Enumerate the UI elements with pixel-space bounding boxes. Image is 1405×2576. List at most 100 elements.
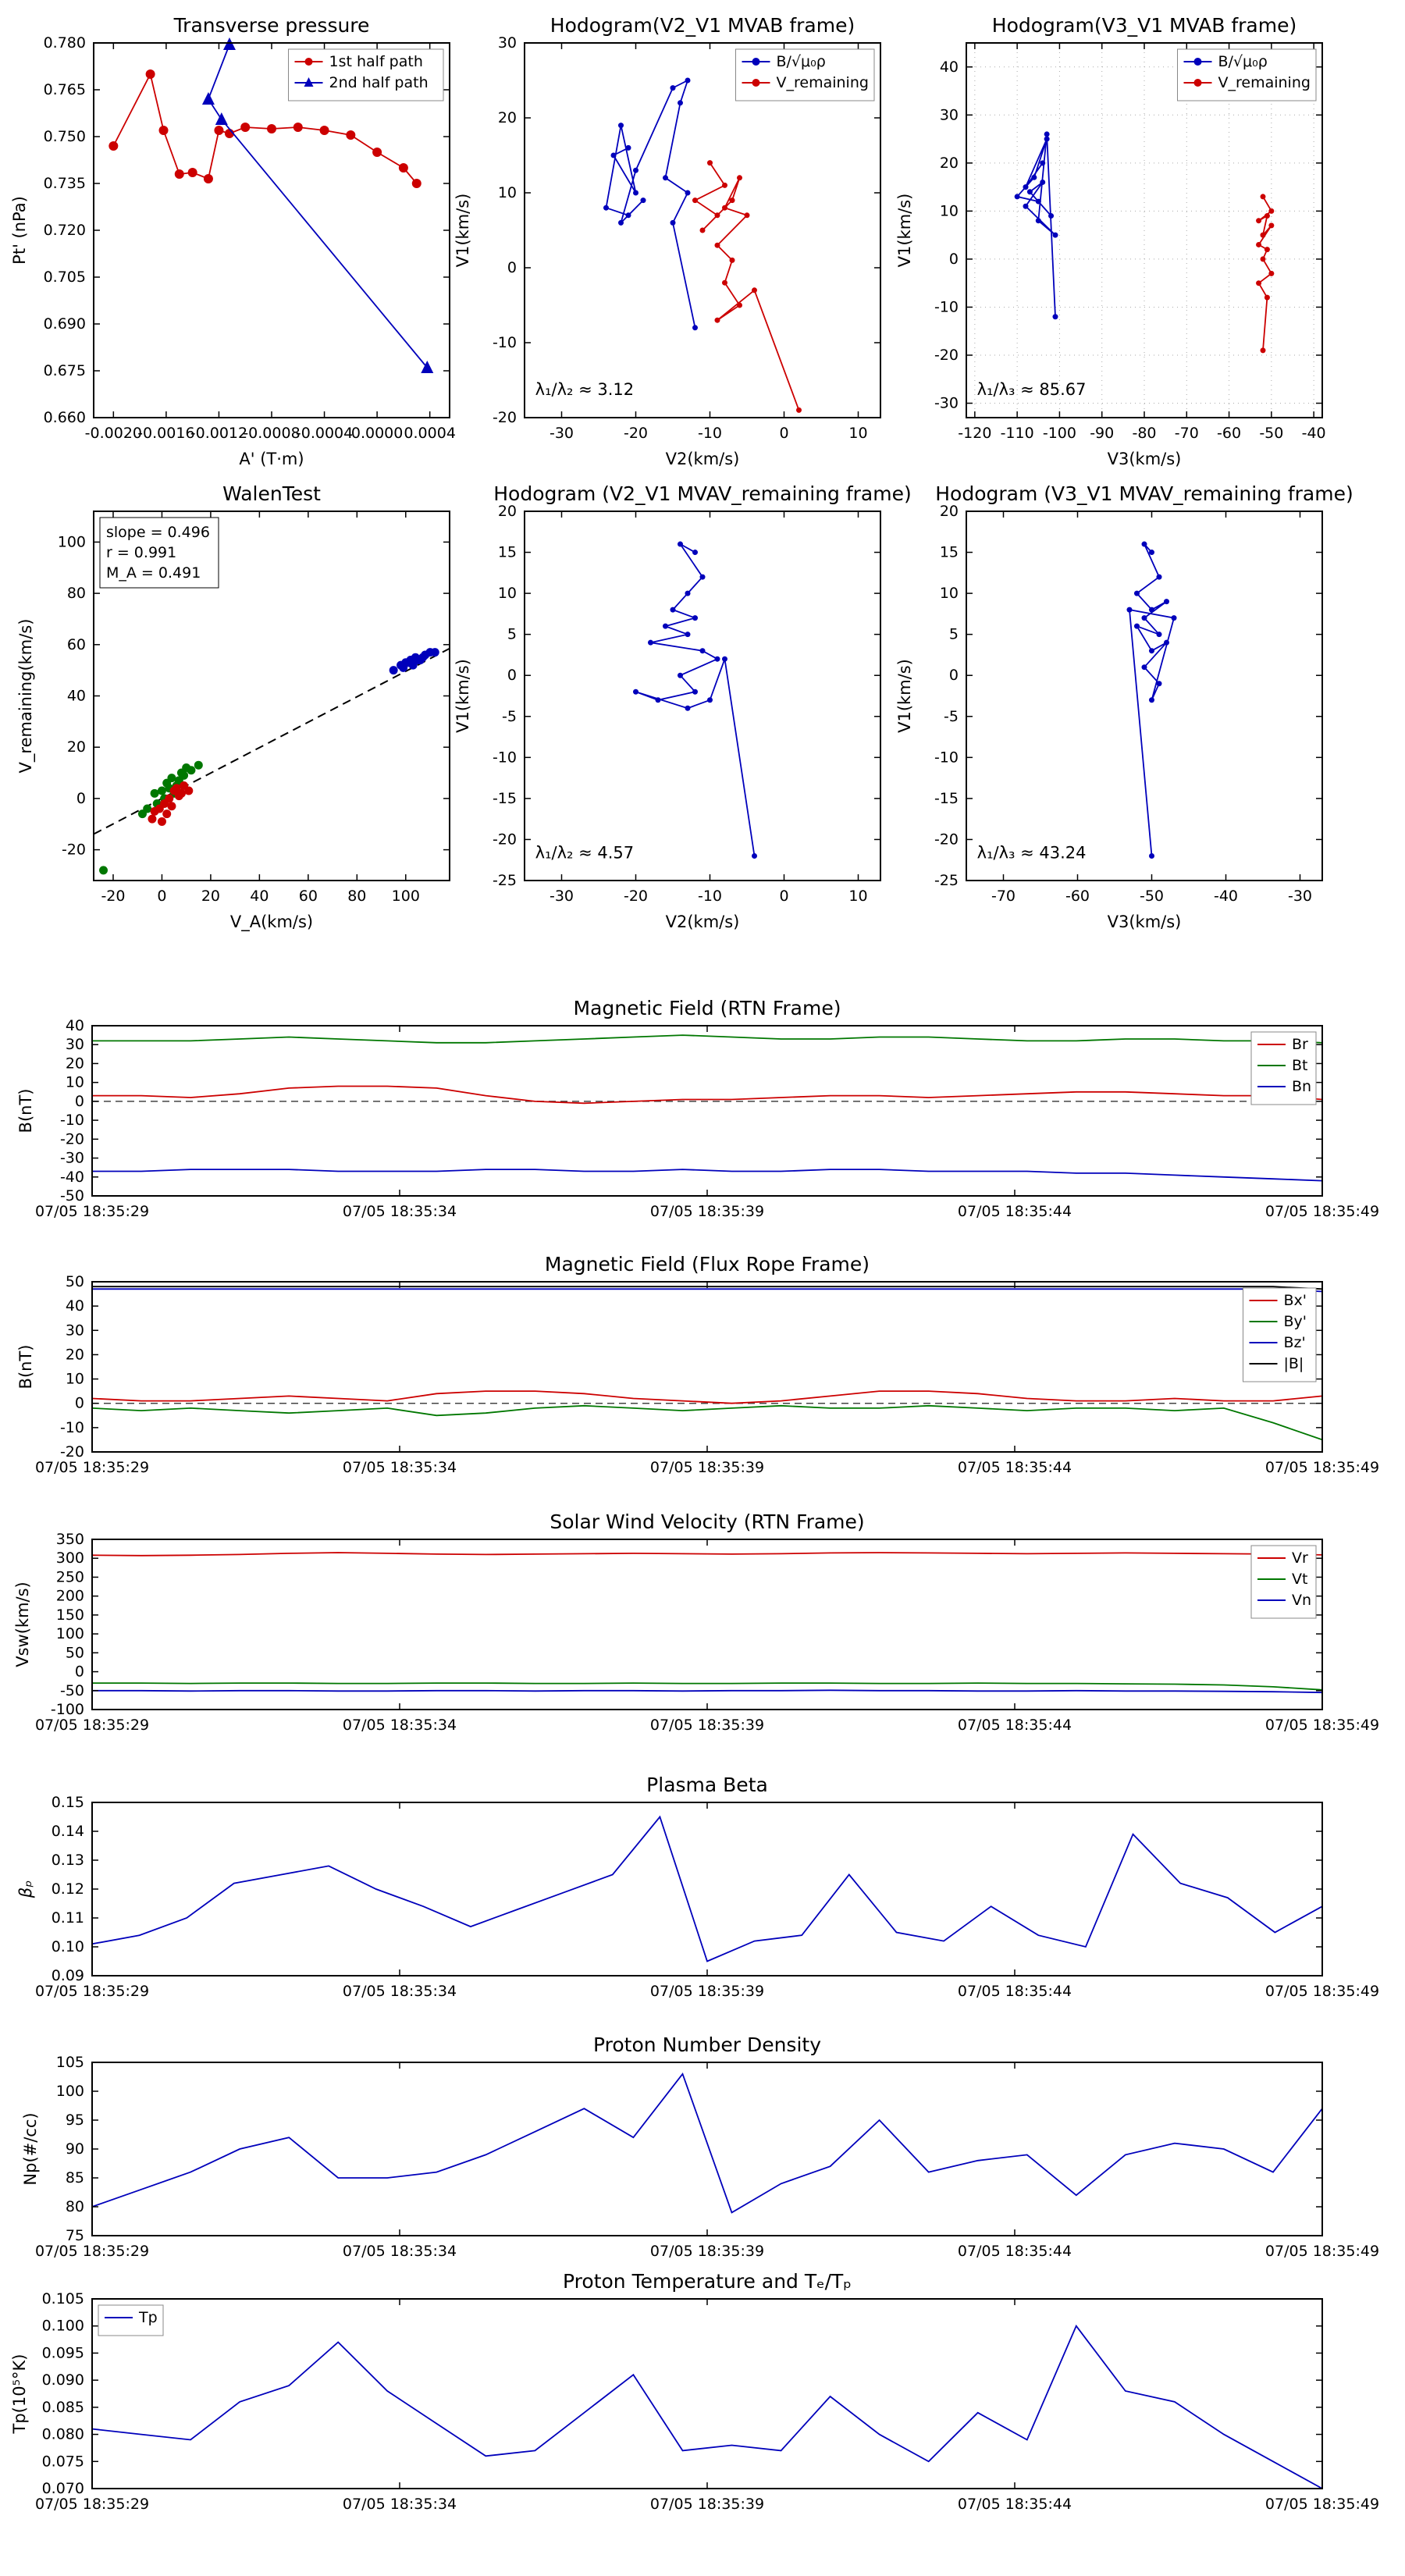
svg-text:-50: -50 (60, 1187, 84, 1204)
svg-text:-10: -10 (493, 334, 517, 351)
svg-text:20: 20 (67, 738, 86, 756)
svg-text:A' (T·m): A' (T·m) (239, 450, 304, 468)
svg-text:07/05 18:35:44: 07/05 18:35:44 (958, 1717, 1072, 1734)
svg-text:V3(km/s): V3(km/s) (1108, 913, 1182, 931)
svg-text:By': By' (1284, 1313, 1307, 1330)
svg-text:60: 60 (299, 888, 318, 905)
svg-text:-40: -40 (1302, 425, 1326, 442)
svg-text:-15: -15 (493, 790, 517, 807)
svg-text:V1(km/s): V1(km/s) (895, 194, 914, 268)
svg-text:Transverse pressure: Transverse pressure (173, 14, 370, 37)
svg-text:07/05 18:35:44: 07/05 18:35:44 (958, 1983, 1072, 2000)
svg-text:-0.0012: -0.0012 (190, 425, 247, 442)
svg-text:λ₁/λ₃ ≈ 43.24: λ₁/λ₃ ≈ 43.24 (977, 844, 1087, 863)
svg-text:Bn: Bn (1292, 1078, 1311, 1095)
svg-text:0.15: 0.15 (52, 1794, 84, 1811)
svg-text:-0.0008: -0.0008 (243, 425, 300, 442)
svg-text:-0.0020: -0.0020 (85, 425, 142, 442)
svg-text:20: 20 (940, 155, 959, 172)
svg-text:07/05 18:35:39: 07/05 18:35:39 (650, 1459, 764, 1476)
svg-text:10: 10 (498, 585, 517, 602)
hodogram-v3v1-mvab-plot: -120 -110 -100 -90 -80 -70 -60 -50 -40-30-20-100… (895, 14, 1326, 468)
svg-text:07/05 18:35:49: 07/05 18:35:49 (1265, 2243, 1379, 2260)
svg-text:Bx': Bx' (1284, 1292, 1307, 1309)
svg-text:-70: -70 (991, 888, 1016, 905)
svg-text:-5: -5 (502, 708, 517, 725)
svg-text:07/05 18:35:44: 07/05 18:35:44 (958, 1203, 1072, 1220)
svg-text:0.080: 0.080 (42, 2426, 84, 2443)
velocity-rtn-plot: 07/05 18:35:29 07/05 18:35:34 07/05 18:35:… (13, 1510, 1379, 1734)
svg-text:20: 20 (66, 1055, 84, 1072)
svg-text:0.070: 0.070 (42, 2480, 84, 2497)
svg-text:07/05 18:35:34: 07/05 18:35:34 (343, 1203, 457, 1220)
svg-text:07/05 18:35:34: 07/05 18:35:34 (343, 1459, 457, 1476)
chart-hodogram-v3v1-mvab: -120 -110 -100 -90 -80 -70 -60 -50 -40 -30 -20 -10 0… (895, 14, 1326, 468)
svg-text:βₚ: βₚ (16, 1880, 35, 1898)
chart-bfield-fluxrope: 07/05 18:35:29 07/05 18:35:34 07/05 18:35:… (16, 1253, 1379, 1476)
svg-text:Bz': Bz' (1284, 1334, 1306, 1351)
svg-text:Vt: Vt (1292, 1571, 1307, 1588)
svg-text:-15: -15 (934, 790, 959, 807)
svg-text:85: 85 (66, 2169, 84, 2186)
chart-plasma-beta: 07/05 18:35:29 07/05 18:35:34 07/05 18:35:… (16, 1774, 1379, 2000)
svg-text:0.090: 0.090 (42, 2371, 84, 2389)
svg-text:40: 40 (66, 1297, 84, 1315)
svg-text:Br: Br (1292, 1036, 1308, 1053)
svg-text:07/05 18:35:39: 07/05 18:35:39 (650, 2243, 764, 2260)
svg-text:Bt: Bt (1292, 1057, 1307, 1074)
svg-text:-20: -20 (60, 1443, 84, 1461)
svg-text:-10: -10 (934, 298, 959, 315)
svg-text:0.10: 0.10 (52, 1938, 84, 1955)
svg-text:-20: -20 (934, 347, 959, 364)
svg-text:07/05 18:35:44: 07/05 18:35:44 (958, 1459, 1072, 1476)
svg-text:-30: -30 (550, 425, 574, 442)
svg-text:10: 10 (848, 888, 867, 905)
svg-text:07/05 18:35:39: 07/05 18:35:39 (650, 1717, 764, 1734)
svg-text:2nd half path: 2nd half path (329, 74, 429, 91)
svg-text:Vr: Vr (1292, 1550, 1308, 1567)
svg-text:V_remaining(km/s): V_remaining(km/s) (16, 619, 36, 774)
svg-text:15: 15 (940, 544, 959, 561)
chart-hodogram-v2v1-mvav: -30 -20 -10 0 10 -25 -20 -15 -10 -5 0 5 10 15 20 Hodogr… (454, 482, 912, 931)
svg-text:0.765: 0.765 (44, 81, 86, 98)
svg-text:-60: -60 (1217, 425, 1241, 442)
svg-text:B/√μ₀ρ: B/√μ₀ρ (777, 53, 826, 70)
svg-text:V1(km/s): V1(km/s) (895, 659, 914, 733)
svg-text:30: 30 (498, 34, 517, 52)
svg-text:30: 30 (940, 106, 959, 123)
svg-text:100: 100 (56, 1625, 84, 1642)
svg-text:-70: -70 (1175, 425, 1199, 442)
svg-text:-60: -60 (1065, 888, 1090, 905)
svg-text:Hodogram (V3_V1 MVAV_remaining: Hodogram (V3_V1 MVAV_remaining frame) (935, 482, 1353, 505)
svg-text:100: 100 (58, 533, 86, 550)
svg-text:5: 5 (949, 626, 959, 643)
svg-text:WalenTest: WalenTest (222, 482, 321, 505)
chart-proton-density: 07/05 18:35:29 07/05 18:35:34 07/05 18:35:… (21, 2033, 1379, 2260)
svg-text:-10: -10 (934, 749, 959, 766)
svg-text:0.12: 0.12 (52, 1880, 84, 1898)
svg-text:80: 80 (347, 888, 366, 905)
svg-text:07/05 18:35:39: 07/05 18:35:39 (650, 2496, 764, 2513)
svg-text:0: 0 (76, 790, 86, 807)
svg-text:Plasma Beta: Plasma Beta (646, 1774, 768, 1796)
svg-text:07/05 18:35:29: 07/05 18:35:29 (35, 2243, 149, 2260)
svg-text:5: 5 (507, 626, 517, 643)
svg-text:Pt' (nPa): Pt' (nPa) (10, 196, 29, 265)
svg-text:0: 0 (75, 1395, 84, 1412)
svg-text:0.0004: 0.0004 (404, 425, 455, 442)
svg-text:100: 100 (56, 2083, 84, 2100)
chart-hodogram-v3v1-mvav: -70 -60 -50 -40 -30 -25 -20 -15 -10 -5 0 5 10 15 20 Hod… (895, 482, 1353, 931)
svg-text:-80: -80 (1132, 425, 1156, 442)
svg-text:V_remaining: V_remaining (1218, 74, 1311, 91)
svg-text:-20: -20 (60, 1130, 84, 1147)
svg-text:60: 60 (67, 636, 86, 653)
svg-text:-25: -25 (934, 872, 959, 889)
svg-text:0.14: 0.14 (52, 1823, 84, 1840)
svg-text:07/05 18:35:49: 07/05 18:35:49 (1265, 1717, 1379, 1734)
svg-text:Hodogram(V2_V1 MVAB frame): Hodogram(V2_V1 MVAB frame) (550, 14, 855, 37)
svg-text:07/05 18:35:34: 07/05 18:35:34 (343, 2243, 457, 2260)
svg-text:07/05 18:35:29: 07/05 18:35:29 (35, 2496, 149, 2513)
svg-text:100: 100 (392, 888, 420, 905)
svg-text:-100: -100 (51, 1701, 84, 1718)
